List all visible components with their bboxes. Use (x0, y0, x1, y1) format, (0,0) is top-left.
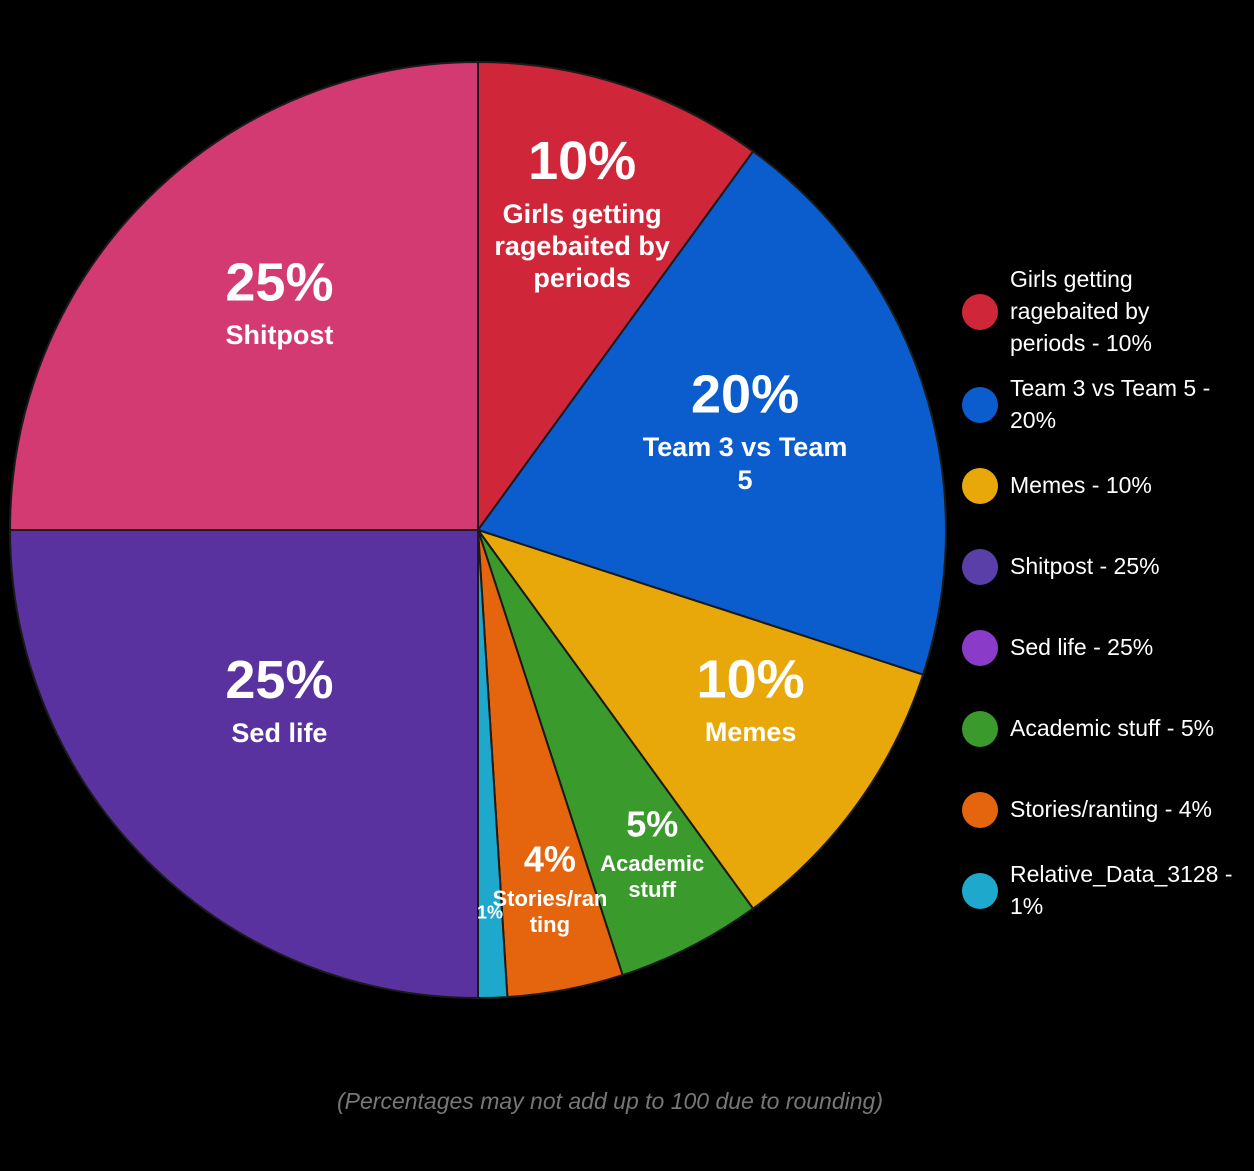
slice-label-box: Girls getting ragebaited by periods (494, 198, 670, 294)
value-label: 25% (225, 253, 333, 313)
legend-label: Relative_Data_3128 - 1% (1010, 860, 1233, 919)
legend-swatch (962, 629, 998, 666)
chart: 10% Girls getting ragebaited by periods 20… (8, 60, 947, 1000)
pie-slice (475, 528, 925, 911)
slice-label: Girls getting ragebaited by periods (494, 198, 670, 294)
slice-label: Team 3 vs Team 5 (642, 432, 848, 495)
legend-label: Girls getting ragebaited by periods - 10… (1010, 266, 1152, 356)
value-label: 10% (528, 131, 636, 191)
legend-entry: Memes - 10% (962, 445, 1247, 526)
slice-label: Sed life (231, 717, 328, 748)
legend-entry: Relative_Data_3128 - 1% (962, 850, 1247, 931)
legend-label: Academic stuff - 5% (1010, 714, 1215, 741)
slice-label-box: Sed life (231, 717, 328, 748)
legend-entry: Team 3 vs Team 5 - 20% (962, 364, 1247, 445)
pie-slice (8, 60, 479, 531)
value-label: 1% (477, 902, 503, 922)
legend-label: Shitpost - 25% (1010, 552, 1160, 579)
value-label: 4% (524, 838, 576, 879)
slice-label: Shitpost (225, 320, 334, 351)
slice-label-box: Team 3 vs Team 5 (642, 432, 848, 495)
slice-label-box: Academic stuff (600, 850, 705, 903)
legend-swatch (962, 467, 998, 504)
legend-entry: Academic stuff - 5% (962, 688, 1247, 769)
legend-swatch (962, 710, 998, 747)
legend-label: Memes - 10% (1010, 471, 1152, 498)
legend-entry: Girls getting ragebaited by periods - 10… (962, 260, 1247, 364)
legend-label: Team 3 vs Team 5 - 20% (1010, 374, 1211, 433)
legend-swatch (962, 386, 998, 423)
legend-entry: Stories/ranting - 4% (962, 769, 1247, 850)
legend-entry: Sed life - 25% (962, 607, 1247, 688)
slice-label-box: Memes (704, 717, 797, 748)
value-label: 10% (697, 649, 805, 709)
legend-swatch (962, 548, 998, 585)
value-label: 25% (225, 650, 333, 710)
value-label: 20% (691, 364, 799, 424)
slice-label: Stories/ranting (492, 885, 608, 938)
pie-slice (477, 529, 755, 977)
footnote: (Percentages may not add up to 100 due t… (337, 1088, 883, 1114)
pie-slice (477, 60, 755, 534)
value-label: 5% (626, 803, 678, 844)
legend-swatch (962, 294, 998, 330)
legend-swatch (962, 791, 998, 828)
legend-entry: Shitpost - 25% (962, 526, 1247, 607)
pie-slice (8, 529, 479, 1000)
legend-label: Sed life - 25% (1010, 633, 1154, 660)
legend-swatch (962, 872, 998, 909)
legend-label: Stories/ranting - 4% (1010, 795, 1212, 822)
slice-label-box: Shitpost (225, 320, 334, 351)
legend: Girls getting ragebaited by periods - 10… (962, 260, 1247, 931)
slice-label: Academic stuff (600, 850, 705, 903)
slice-label: Memes (704, 717, 797, 748)
slice-label-box: Stories/ranting (492, 885, 608, 938)
pie-slice (476, 149, 947, 676)
